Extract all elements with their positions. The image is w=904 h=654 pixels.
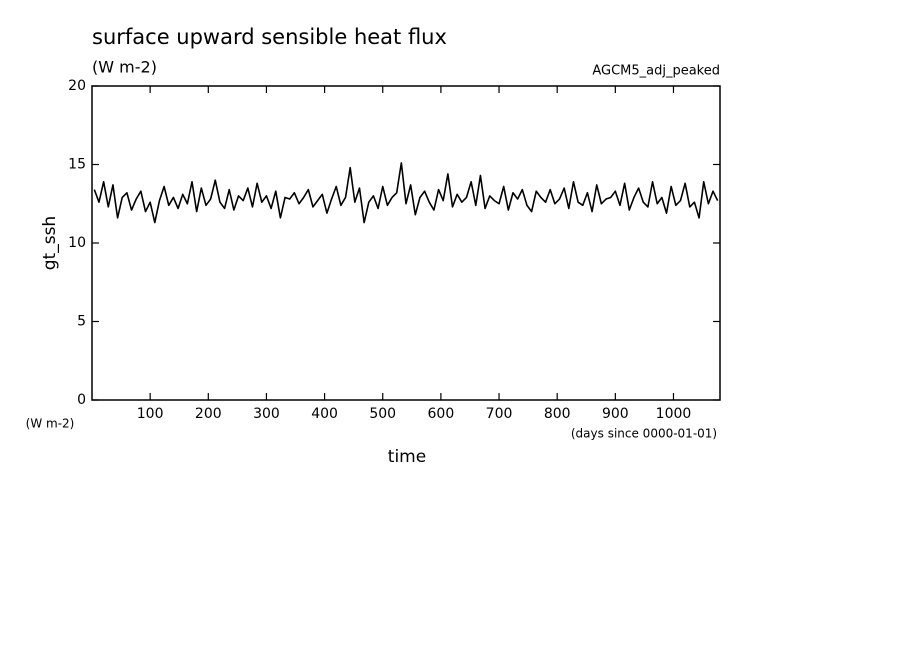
x-tick-label: 200: [195, 406, 222, 422]
y-tick-label: 15: [68, 157, 86, 173]
x-axis-label: time: [388, 447, 426, 467]
annotation: AGCM5_adj_peaked: [592, 64, 720, 79]
y-axis-label: gt_ssh: [40, 216, 60, 270]
x-tick-label: 500: [369, 406, 396, 422]
y-axis-unit: (W m-2): [26, 417, 75, 431]
y-tick-label: 10: [68, 235, 86, 251]
x-tick-label: 700: [486, 406, 513, 422]
x-tick-label: 100: [137, 406, 164, 422]
x-tick-label: 600: [428, 406, 455, 422]
chart-title: surface upward sensible heat flux: [92, 25, 447, 49]
subtitle: (W m-2): [92, 58, 157, 77]
data-line: [93, 162, 719, 224]
x-tick-label: 400: [311, 406, 338, 422]
x-tick-label: 900: [602, 406, 629, 422]
x-axis-unit: (days since 0000-01-01): [571, 427, 717, 441]
y-tick-label: 5: [77, 314, 86, 330]
x-tick-label: 1000: [656, 406, 692, 422]
y-tick-label: 20: [68, 78, 86, 94]
x-tick-label: 800: [544, 406, 571, 422]
y-tick-label: 0: [77, 392, 86, 408]
x-tick-label: 300: [253, 406, 280, 422]
